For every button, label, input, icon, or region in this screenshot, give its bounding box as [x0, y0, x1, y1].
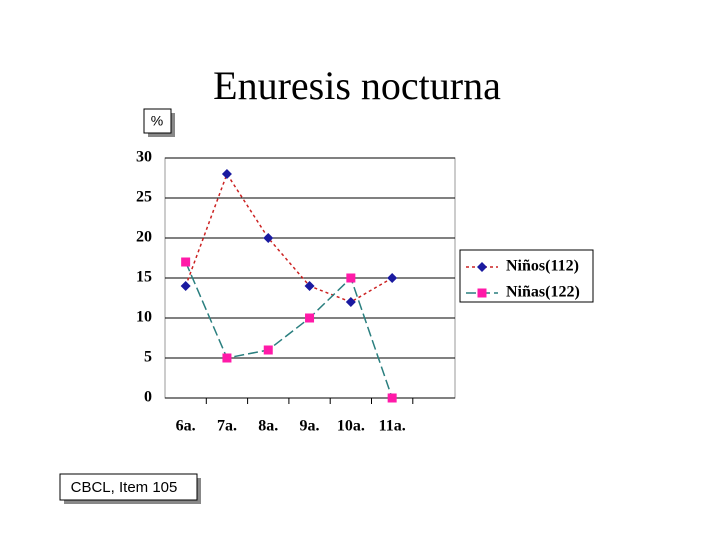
marker — [222, 353, 232, 363]
marker — [387, 273, 398, 283]
y-tick-label: 0 — [144, 389, 152, 406]
y-tick-label: 25 — [136, 189, 152, 206]
y-label-box — [143, 108, 172, 134]
marker — [263, 345, 273, 355]
x-tick-label: 8a. — [258, 418, 278, 435]
x-tick-label: 6a. — [176, 418, 196, 435]
y-tick-label: 15 — [136, 269, 152, 286]
y-tick-label: 30 — [136, 149, 152, 166]
y-tick-label: 5 — [144, 349, 152, 366]
chart-title: Enuresis nocturna — [213, 63, 501, 108]
marker — [304, 281, 315, 291]
marker — [181, 257, 191, 267]
y-label: % — [151, 113, 163, 129]
marker — [345, 297, 356, 307]
y-tick-label: 10 — [136, 309, 152, 326]
x-tick-label: 11a. — [379, 418, 406, 435]
note-box — [59, 473, 198, 501]
x-tick-label: 7a. — [217, 418, 237, 435]
marker — [221, 169, 232, 179]
marker — [263, 233, 274, 243]
marker — [477, 288, 487, 298]
marker — [305, 313, 315, 323]
legend-label: Niñas(122) — [506, 284, 580, 301]
marker — [346, 273, 356, 283]
note: CBCL, Item 105 — [71, 479, 178, 496]
marker — [180, 281, 191, 291]
marker — [477, 262, 487, 272]
series-line — [184, 261, 393, 399]
x-tick-label: 10a. — [337, 418, 365, 435]
marker — [387, 393, 397, 403]
y-tick-label: 20 — [136, 229, 152, 246]
x-tick-label: 9a. — [300, 418, 320, 435]
legend-label: Niños(112) — [506, 258, 579, 275]
